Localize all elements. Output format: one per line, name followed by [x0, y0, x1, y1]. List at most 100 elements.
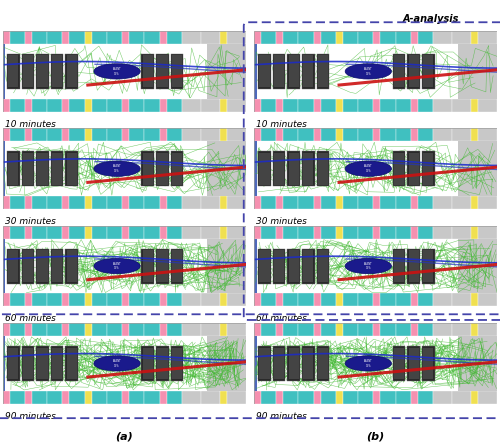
Bar	[182, 129, 201, 142]
Bar	[201, 129, 220, 142]
Bar	[32, 323, 47, 336]
Bar	[66, 56, 77, 87]
Bar	[396, 129, 411, 142]
Bar	[227, 129, 246, 142]
Bar	[129, 293, 144, 306]
Bar	[220, 226, 227, 239]
Bar	[418, 323, 433, 336]
Bar	[47, 323, 62, 336]
Bar	[66, 151, 78, 186]
Bar	[433, 226, 452, 239]
Bar	[84, 31, 91, 44]
Bar	[70, 99, 84, 112]
Bar	[182, 323, 201, 336]
Bar	[227, 293, 246, 306]
Bar	[318, 348, 328, 379]
Bar	[343, 323, 358, 336]
Bar	[84, 129, 91, 142]
Bar	[408, 151, 420, 186]
Bar	[392, 151, 406, 186]
Bar	[62, 226, 70, 239]
Bar	[254, 142, 256, 196]
Bar	[298, 293, 314, 306]
Bar	[2, 239, 246, 293]
Bar	[8, 250, 18, 282]
Bar	[2, 129, 10, 142]
Bar	[314, 323, 320, 336]
Bar	[227, 99, 246, 112]
Bar	[107, 293, 122, 306]
Bar	[380, 31, 396, 44]
Bar	[52, 153, 62, 185]
Bar	[144, 293, 160, 306]
Bar	[303, 250, 314, 282]
Bar	[84, 391, 91, 404]
Bar	[316, 249, 330, 283]
Bar	[288, 151, 300, 186]
Bar	[182, 196, 201, 209]
Bar	[201, 196, 220, 209]
Text: 90 minutes: 90 minutes	[5, 412, 56, 421]
Bar	[166, 129, 182, 142]
Bar	[144, 391, 160, 404]
Bar	[254, 142, 498, 196]
Bar	[122, 293, 129, 306]
Bar	[62, 293, 70, 306]
Bar	[358, 391, 374, 404]
Bar	[47, 391, 62, 404]
Bar	[201, 99, 220, 112]
Bar	[70, 226, 84, 239]
Bar	[92, 196, 107, 209]
Bar	[144, 129, 160, 142]
Circle shape	[94, 259, 140, 274]
Bar	[288, 250, 299, 282]
Bar	[258, 346, 271, 381]
Bar	[84, 226, 91, 239]
Bar	[107, 129, 122, 142]
Bar	[336, 129, 343, 142]
Bar	[32, 226, 47, 239]
Bar	[314, 391, 320, 404]
Bar	[314, 196, 320, 209]
Bar	[10, 99, 25, 112]
Bar	[318, 56, 328, 87]
Bar	[122, 323, 129, 336]
Bar	[172, 153, 182, 185]
Bar	[303, 348, 314, 379]
Bar	[343, 31, 358, 44]
Bar	[274, 56, 284, 87]
Bar	[458, 336, 498, 391]
Bar	[92, 31, 107, 44]
Bar	[316, 346, 330, 381]
Bar	[32, 31, 47, 44]
Bar	[122, 31, 129, 44]
Text: AGENT
75%: AGENT 75%	[113, 67, 122, 76]
Bar	[422, 151, 434, 186]
Bar	[166, 293, 182, 306]
Bar	[25, 226, 32, 239]
Bar	[396, 196, 411, 209]
Bar	[302, 249, 314, 283]
Bar	[283, 31, 298, 44]
Bar	[158, 250, 168, 282]
Bar	[2, 142, 246, 196]
Bar	[258, 54, 271, 89]
Bar	[70, 391, 84, 404]
Bar	[220, 323, 227, 336]
Bar	[472, 226, 478, 239]
Text: 10 minutes: 10 minutes	[256, 120, 307, 129]
Bar	[273, 346, 285, 381]
Bar	[92, 293, 107, 306]
Bar	[261, 31, 276, 44]
Bar	[261, 323, 276, 336]
Bar	[303, 153, 314, 185]
Bar	[32, 99, 47, 112]
Bar	[220, 129, 227, 142]
Bar	[2, 142, 6, 196]
Bar	[227, 391, 246, 404]
Bar	[144, 99, 160, 112]
Bar	[478, 99, 498, 112]
Bar	[320, 99, 336, 112]
Bar	[336, 99, 343, 112]
Bar	[220, 31, 227, 44]
